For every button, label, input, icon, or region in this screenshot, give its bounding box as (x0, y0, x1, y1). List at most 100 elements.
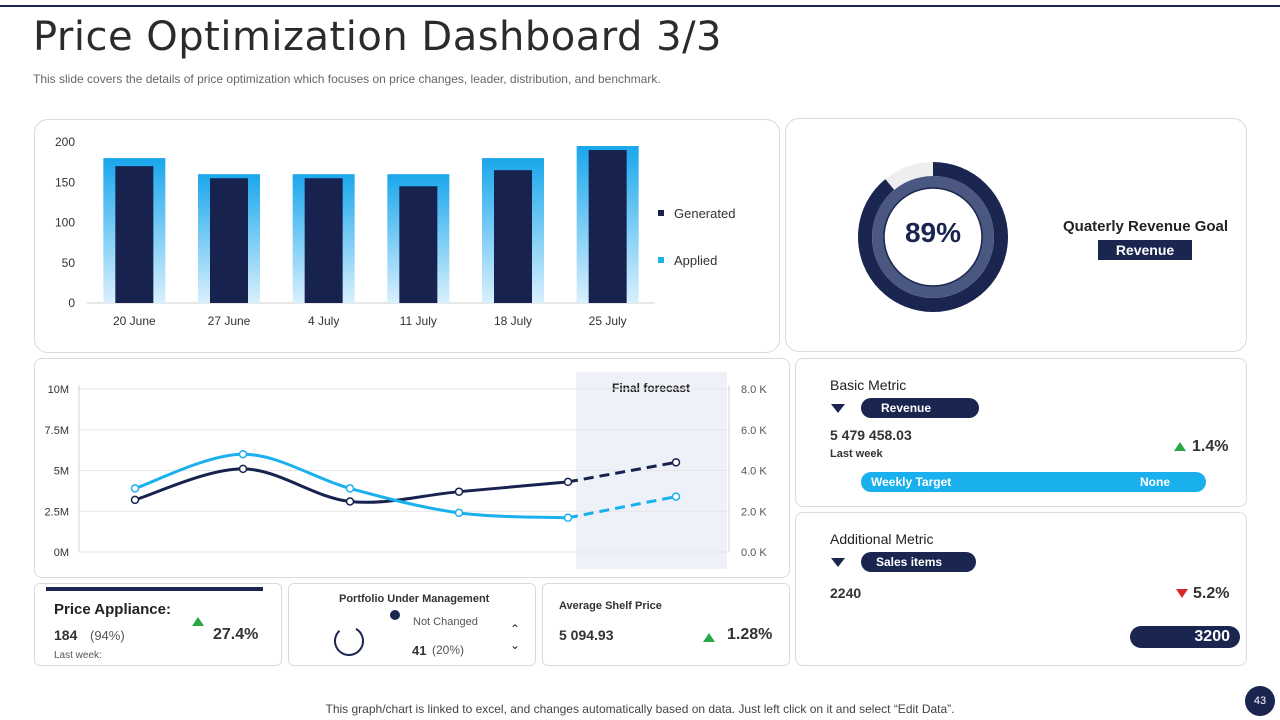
trend-up-icon (192, 617, 204, 626)
y-tick-label: 50 (62, 256, 76, 270)
bar-generated (304, 178, 343, 303)
loading-spinner-icon (334, 626, 364, 656)
bar-generated (399, 186, 438, 303)
additional-metric-value: 2240 (830, 585, 862, 601)
line-chart[interactable]: Final forecast 0M 2.5M 5M 7.5M 10M 0.0 K 2.0 K 4… (35, 359, 791, 579)
point-series-2 (563, 513, 573, 523)
forecast-line-series-2 (567, 495, 677, 520)
shelf-price-title: Average Shelf Price (559, 600, 662, 612)
point-series-2 (454, 508, 464, 518)
shelf-price-card: Average Shelf Price 5 094.93 1.28% (542, 583, 790, 666)
point-series-1 (238, 464, 248, 474)
portfolio-title: Portfolio Under Management (339, 593, 490, 605)
y-tick-label-left: 2.5M (45, 506, 69, 518)
x-tick-label: 18 July (494, 314, 532, 328)
y-tick-label-right: 2.0 K (741, 506, 767, 518)
chevron-up-icon[interactable]: ⌃ (510, 622, 521, 636)
basic-metric-change: 1.4% (1192, 438, 1229, 455)
trend-up-icon (703, 633, 715, 642)
price-appliance-period: Last week: (54, 650, 102, 661)
price-appliance-change: 27.4% (213, 626, 259, 643)
shelf-price-change: 1.28% (727, 626, 773, 643)
forecast-label: Final forecast (612, 381, 690, 395)
y-tick-label: 0 (68, 296, 75, 310)
point-series-2 (130, 484, 140, 493)
point-series-2 (345, 484, 355, 493)
x-tick-label: 25 July (589, 314, 627, 328)
y-tick-label: 200 (55, 135, 75, 149)
point-series-2 (238, 449, 248, 459)
point-series-1 (130, 495, 140, 505)
top-rule (0, 5, 1280, 7)
price-appliance-topbar (46, 587, 263, 591)
basic-metric-title: Basic Metric (830, 377, 907, 393)
basic-metric-period: Last week (830, 448, 883, 460)
y-tick-label-left: 7.5M (45, 425, 69, 437)
dropdown-arrow-icon[interactable] (831, 558, 845, 567)
additional-metric-card: Additional Metric Sales items 2240 5.2% … (795, 512, 1247, 666)
weekly-target-label: Weekly Target (871, 475, 952, 489)
y-tick-label-left: 10M (48, 384, 69, 396)
portfolio-card: Portfolio Under Management Not Changed 4… (288, 583, 536, 666)
y-tick-label-right: 6.0 K (741, 425, 767, 437)
x-tick-label: 4 July (308, 314, 339, 328)
weekly-target-bar[interactable]: Weekly Target None (861, 472, 1206, 492)
page-title: Price Optimization Dashboard 3/3 (33, 14, 722, 60)
bar-generated (115, 166, 154, 303)
y-tick-label-right: 4.0 K (741, 466, 767, 478)
trend-down-icon (1176, 589, 1188, 598)
point-series-1 (563, 477, 573, 487)
point-series-1 (671, 458, 681, 467)
additional-metric-target: 3200 (1130, 626, 1240, 648)
y-tick-label: 150 (55, 175, 75, 189)
y-tick-label-right: 0.0 K (741, 547, 767, 559)
bar-generated (210, 178, 248, 303)
bar-generated (494, 170, 532, 303)
revenue-goal-title: Quaterly Revenue Goal (1063, 218, 1229, 235)
x-tick-label: 11 July (400, 314, 437, 328)
weekly-target-value: None (1140, 475, 1170, 489)
price-appliance-count: 184 (54, 627, 78, 643)
additional-metric-title: Additional Metric (830, 531, 934, 547)
legend-swatch-applied (658, 257, 664, 263)
basic-metric-card: Basic Metric Revenue 5 479 458.03 Last w… (795, 358, 1247, 507)
y-tick-label-left: 5M (54, 466, 69, 478)
shelf-price-value: 5 094.93 (559, 627, 614, 643)
basic-metric-pill[interactable]: Revenue (861, 398, 979, 418)
portfolio-status: Not Changed (413, 616, 478, 628)
forecast-line-series-1 (567, 460, 677, 484)
x-tick-label: 20 June (113, 314, 156, 328)
revenue-goal-card: 89% Quaterly Revenue Goal Revenue (785, 118, 1247, 352)
revenue-goal-badge: Revenue (1098, 240, 1192, 260)
line-chart-card: Final forecast 0M 2.5M 5M 7.5M 10M 0.0 K 2.0 K 4… (34, 358, 790, 578)
bar-chart[interactable]: 0 50 100 150 200 20 June 27 June 4 July 11 July 1… (35, 120, 781, 354)
additional-metric-change: 5.2% (1193, 585, 1230, 602)
legend-swatch-generated (658, 210, 664, 216)
status-dot (390, 610, 400, 620)
x-tick-label: 27 June (208, 314, 251, 328)
chevron-down-icon[interactable]: ⌄ (510, 638, 521, 652)
footer-note: This graph/chart is linked to excel, and… (325, 702, 955, 716)
legend-label-generated: Generated (674, 206, 735, 221)
page-number: 43 (1245, 686, 1275, 716)
y-tick-label-right: 8.0 K (741, 384, 767, 396)
legend-label-applied: Applied (674, 253, 717, 268)
portfolio-count: 41 (412, 643, 427, 658)
bar-chart-card: 0 50 100 150 200 20 June 27 June 4 July 11 July 1… (34, 119, 780, 353)
y-tick-label: 100 (55, 216, 75, 230)
portfolio-pct: (20%) (432, 643, 465, 657)
price-appliance-pct: (94%) (90, 628, 125, 643)
trend-up-icon (1174, 442, 1186, 451)
point-series-2 (671, 492, 681, 501)
revenue-goal-percent: 89% (904, 217, 962, 248)
point-series-1 (345, 497, 355, 506)
price-appliance-card: Price Appliance: 184 (94%) 27.4% Last we… (34, 583, 282, 666)
basic-metric-value: 5 479 458.03 (830, 427, 912, 443)
additional-metric-pill[interactable]: Sales items (861, 552, 976, 572)
price-appliance-title: Price Appliance: (54, 601, 171, 618)
bar-generated (588, 150, 627, 303)
page-subtitle: This slide covers the details of price o… (33, 72, 661, 86)
y-tick-label-left: 0M (54, 547, 69, 559)
revenue-donut[interactable] (853, 157, 1013, 317)
dropdown-arrow-icon[interactable] (831, 404, 845, 413)
